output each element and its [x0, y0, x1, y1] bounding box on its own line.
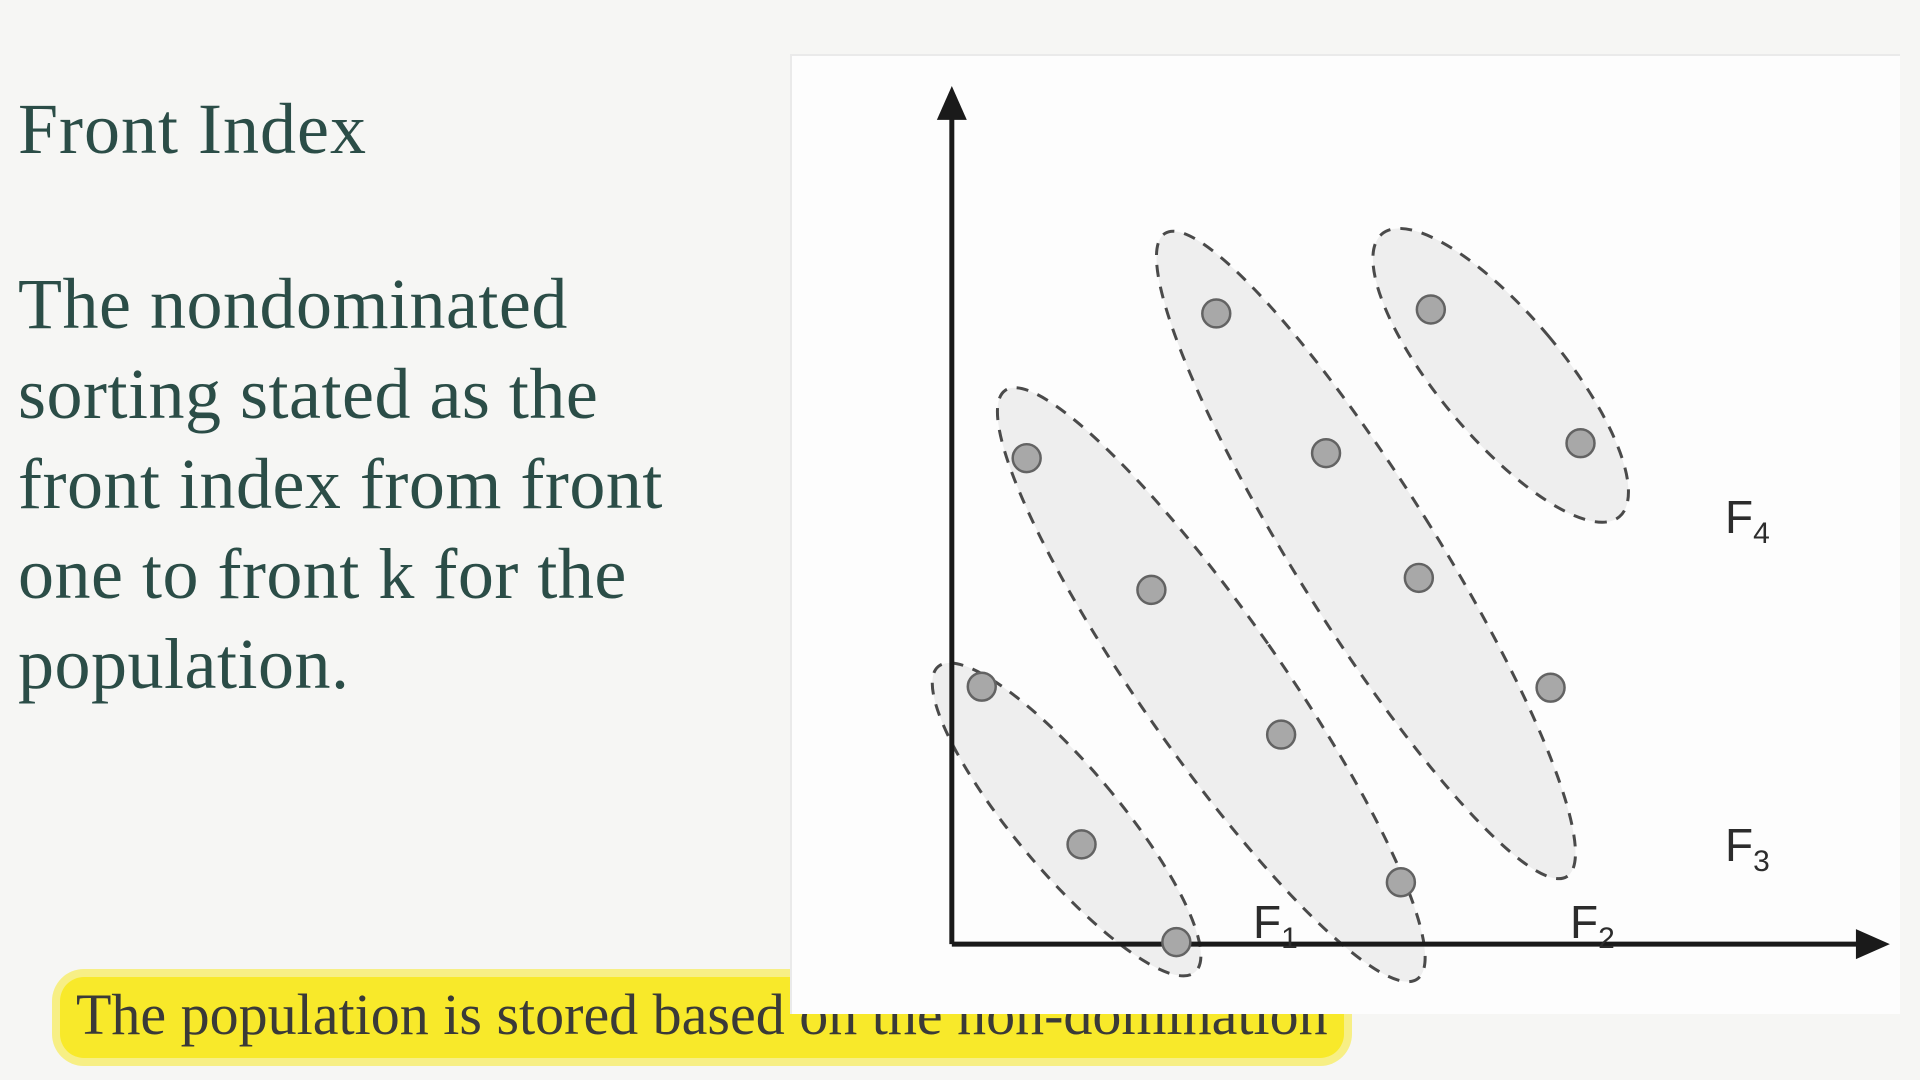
data-point-f1-3	[1162, 928, 1190, 956]
page-title: Front Index	[18, 90, 758, 169]
front-label-4: F4	[1725, 490, 1770, 551]
x-axis-arrowhead	[1856, 929, 1890, 959]
data-point-f3-4	[1537, 674, 1565, 702]
data-point-f3-3	[1405, 564, 1433, 592]
data-point-f2-4	[1387, 868, 1415, 896]
data-point-f2-1	[1013, 444, 1041, 472]
body-paragraph: The nondominated sorting stated as the f…	[18, 259, 758, 709]
y-axis-arrowhead	[937, 86, 967, 120]
left-text-block: Front Index The nondominated sorting sta…	[18, 90, 758, 709]
data-point-f2-2	[1137, 576, 1165, 604]
front-label-3: F3	[1725, 818, 1770, 879]
front-label-1: F1	[1253, 895, 1298, 956]
front-label-2: F2	[1570, 895, 1615, 956]
data-point-f3-2	[1312, 439, 1340, 467]
data-point-f4-2	[1567, 429, 1595, 457]
data-point-f1-2	[1068, 830, 1096, 858]
data-point-f1-1	[968, 673, 996, 701]
data-point-f4-1	[1417, 296, 1445, 324]
data-point-f3-1	[1202, 299, 1230, 327]
data-point-f2-3	[1267, 721, 1295, 749]
